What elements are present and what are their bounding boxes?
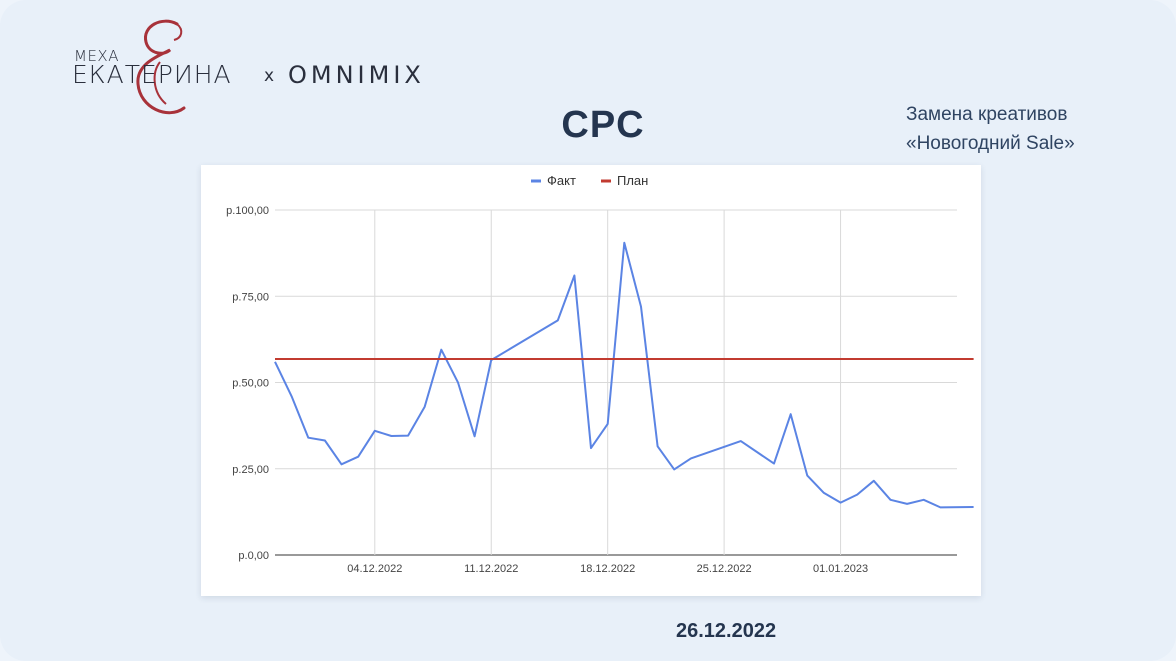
logo-partner: OMNIMIX	[288, 61, 425, 89]
x-tick-label: 25.12.2022	[697, 563, 752, 575]
series-line-fact	[274, 241, 974, 509]
page-title: CPC	[561, 104, 645, 146]
y-tick-label: р.0,00	[238, 550, 269, 562]
x-tick-label: 01.01.2023	[813, 563, 868, 575]
x-tick-label: 04.12.2022	[347, 563, 402, 575]
annotation-line1: Замена креативов	[906, 104, 1068, 125]
annotation-line2: «Новогодний Sale»	[906, 133, 1075, 154]
x-tick-label: 18.12.2022	[580, 563, 635, 575]
brand-logo: МЕХА ЕКАТЕРИНА x OMNIMIX	[70, 18, 470, 128]
marker-date-label: 26.12.2022	[676, 620, 777, 642]
chart-card: р.0,00 р.25,00 р.50,00 р.75,00 р.100,00 04.12…	[201, 165, 981, 596]
logo-separator: x	[264, 66, 275, 86]
y-tick-label: р.75,00	[232, 291, 269, 303]
legend-label: Факт	[547, 173, 576, 188]
x-tick-label: 11.12.2022	[464, 563, 518, 575]
y-tick-label: р.100,00	[226, 205, 269, 217]
y-tick-label: р.50,00	[232, 378, 269, 390]
logo-line2: ЕКАТЕРИНА	[72, 60, 232, 89]
legend-label: План	[617, 173, 648, 188]
annotation: Замена креативов «Новогодний Sale»	[906, 100, 1075, 158]
cpc-line-chart: р.0,00 р.25,00 р.50,00 р.75,00 р.100,00 04.12…	[226, 173, 974, 575]
monogram-e-icon	[136, 19, 186, 115]
y-tick-label: р.25,00	[232, 464, 269, 476]
logo-line1: МЕХА	[74, 47, 119, 65]
